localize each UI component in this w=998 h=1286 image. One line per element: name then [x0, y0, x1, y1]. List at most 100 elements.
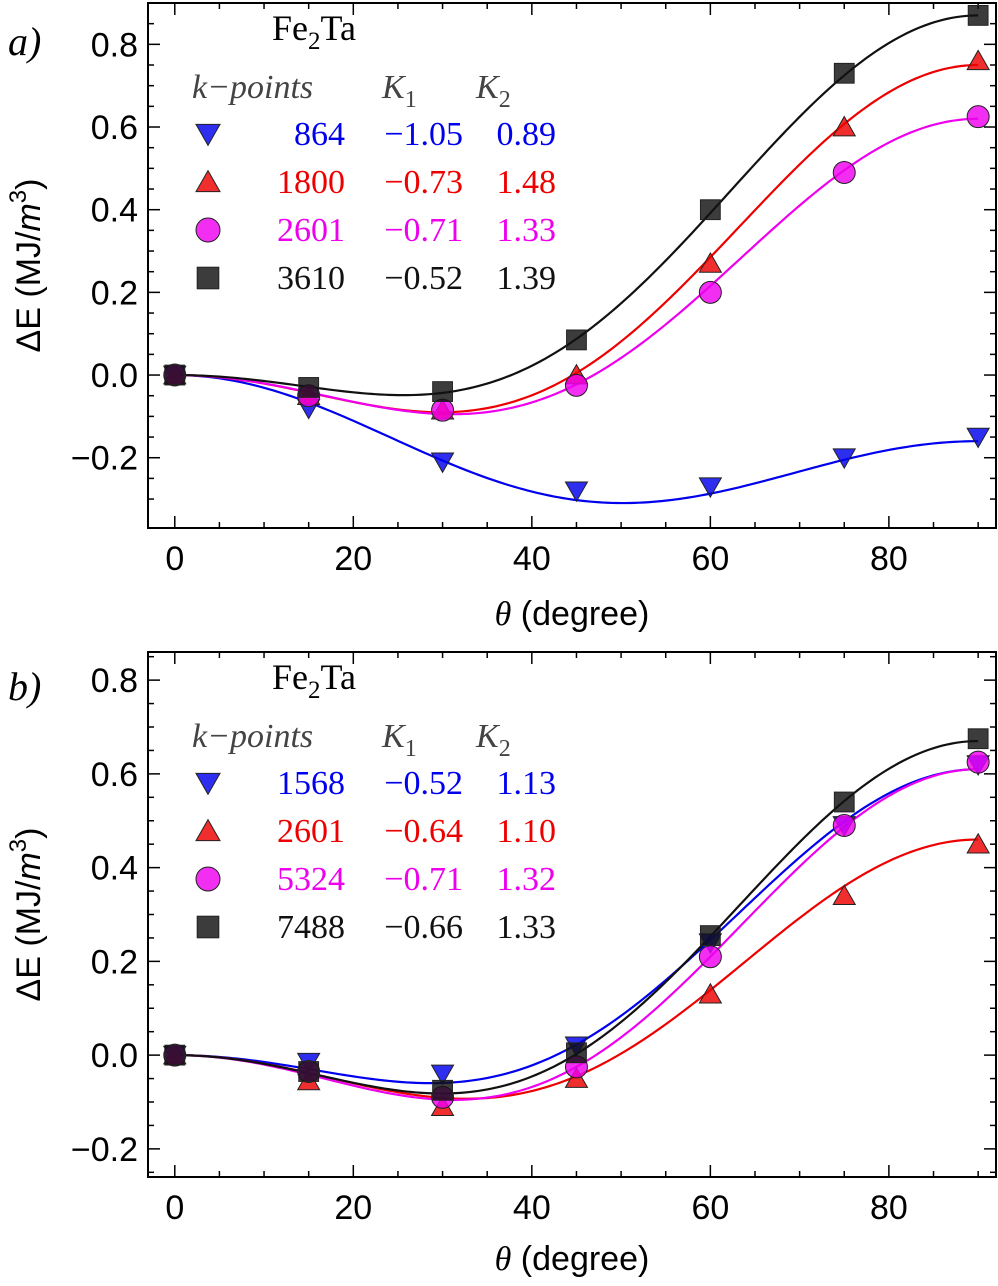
legend-k1-value: −0.71 — [384, 861, 463, 898]
legend-k1-value: −0.52 — [384, 260, 463, 297]
legend: Fe2Ta k−points K1 K2 864 −1.05 0.89 1800 −0.73 1.… — [192, 8, 556, 297]
legend: Fe2Ta k−points K1 K2 1568 −0.52 1.13 2601 −0.64 1… — [192, 657, 556, 946]
y-tick-label: 0.2 — [91, 943, 138, 981]
legend-k2-value: 1.10 — [497, 813, 557, 850]
chart-panel-b: 0 20 40 60 80 −0.2 0.0 0.2 0.4 0.6 0.8 θ (degree) ΔE… — [5, 651, 997, 1278]
data-point-2601-45 — [564, 373, 588, 397]
y-tick-label: 0.4 — [91, 192, 138, 230]
data-point-2601-60 — [698, 280, 722, 304]
data-point-7488-45 — [566, 1042, 587, 1064]
legend-k2-value: 1.13 — [497, 765, 557, 802]
y-tick-label: 0.0 — [91, 357, 138, 395]
x-tick-label: 20 — [334, 540, 372, 578]
data-point-2601-90 — [966, 832, 991, 854]
legend-header-k2: K2 — [475, 718, 511, 762]
data-point-5324-90 — [966, 750, 990, 774]
legend-k1-value: −0.66 — [384, 909, 463, 946]
data-point-1800-75 — [832, 115, 857, 137]
legend-header-k2: K2 — [475, 69, 511, 113]
legend-row-3610: 3610 −0.52 1.39 — [196, 260, 557, 297]
y-tick-label: 0.8 — [91, 26, 138, 64]
y-axis-label: ΔE (MJ/m3) — [5, 179, 48, 353]
legend-row-7488: 7488 −0.66 1.33 — [196, 909, 557, 946]
data-point-7488-0 — [164, 1044, 186, 1066]
y-tick-label: −0.2 — [71, 440, 138, 478]
series-3610 — [164, 5, 989, 402]
data-point-7488-60 — [699, 925, 721, 946]
legend-k1-value: −1.05 — [384, 116, 463, 153]
data-point-864-60 — [698, 477, 723, 499]
x-tick-label: 0 — [165, 1189, 184, 1227]
x-tick-label: 0 — [165, 540, 184, 578]
panel-label: b) — [8, 664, 41, 709]
x-tick-label: 80 — [870, 1189, 908, 1227]
data-point-864-75 — [832, 448, 857, 470]
data-point-7488-90 — [967, 728, 989, 750]
y-tick-label: 0.2 — [91, 274, 138, 312]
x-tick-label: 40 — [513, 1189, 551, 1227]
legend-k2-value: 1.32 — [497, 861, 557, 898]
data-point-7488-30 — [432, 1079, 453, 1101]
y-axis-label: ΔE (MJ/m3) — [5, 828, 48, 1002]
data-point-3610-0 — [164, 364, 186, 386]
legend-marker-864 — [195, 123, 221, 147]
data-point-2601-30 — [431, 398, 455, 422]
data-point-7488-15 — [298, 1061, 320, 1082]
legend-title: Fe2Ta — [272, 8, 356, 55]
legend-k2-value: 1.48 — [497, 164, 557, 201]
legend-kpoints-value: 2601 — [277, 212, 345, 249]
y-tick-label: 0.0 — [91, 1037, 138, 1075]
legend-kpoints-value: 1800 — [277, 164, 345, 201]
data-point-2601-90 — [966, 105, 990, 129]
data-point-864-90 — [966, 427, 991, 449]
legend-header-k1: K1 — [381, 69, 417, 113]
legend-k2-value: 1.33 — [497, 909, 557, 946]
legend-marker-1568 — [195, 772, 221, 796]
x-tick-label: 40 — [513, 540, 551, 578]
plot-frame — [147, 2, 997, 529]
legend-kpoints-value: 5324 — [277, 861, 345, 898]
data-point-2601-60 — [698, 982, 723, 1004]
y-tick-label: 0.6 — [91, 756, 138, 794]
legend-row-1800: 1800 −0.73 1.48 — [195, 164, 557, 201]
legend-marker-3610 — [196, 266, 220, 290]
legend-k2-value: 1.33 — [497, 212, 557, 249]
legend-kpoints-value: 2601 — [277, 813, 345, 850]
y-tick-label: −0.2 — [71, 1131, 138, 1169]
data-point-5324-60 — [698, 945, 722, 969]
legend-k2-value: 1.39 — [497, 260, 557, 297]
y-tick-label: 0.6 — [91, 109, 138, 147]
y-tick-label: 0.8 — [91, 662, 138, 700]
legend-header-k1: K1 — [381, 718, 417, 762]
data-point-864-45 — [564, 481, 589, 503]
data-point-2601-75 — [832, 884, 857, 906]
data-point-1800-90 — [966, 49, 991, 71]
legend-row-1568: 1568 −0.52 1.13 — [195, 765, 557, 802]
legend-row-2601: 2601 −0.64 1.10 — [195, 813, 557, 850]
legend-marker-7488 — [196, 915, 220, 939]
x-axis-label: θ (degree) — [495, 595, 650, 633]
data-point-1800-60 — [698, 251, 723, 273]
data-point-3610-60 — [699, 199, 721, 221]
legend-marker-1800 — [195, 169, 221, 193]
data-point-3610-45 — [566, 329, 587, 351]
legend-kpoints-value: 1568 — [277, 765, 345, 802]
data-point-1568-30 — [430, 1064, 455, 1086]
x-axis-label: θ (degree) — [495, 1240, 650, 1278]
legend-marker-5324 — [195, 866, 221, 892]
data-point-3610-30 — [432, 381, 453, 402]
data-point-2601-75 — [832, 160, 856, 184]
legend-header-kpoints: k−points — [192, 718, 313, 755]
legend-row-5324: 5324 −0.71 1.32 — [195, 861, 557, 898]
legend-k1-value: −0.71 — [384, 212, 463, 249]
chart-panel-a: 0 20 40 60 80 −0.2 0.0 0.2 0.4 0.6 0.8 θ (degree) ΔE… — [5, 2, 997, 633]
panel-label: a) — [8, 19, 41, 64]
x-tick-label: 80 — [870, 540, 908, 578]
x-tick-label: 20 — [334, 1189, 372, 1227]
legend-title: Fe2Ta — [272, 657, 356, 704]
legend-k2-value: 0.89 — [497, 116, 557, 153]
x-tick-label: 60 — [691, 540, 729, 578]
data-point-864-30 — [430, 452, 455, 474]
legend-kpoints-value: 864 — [294, 116, 345, 153]
